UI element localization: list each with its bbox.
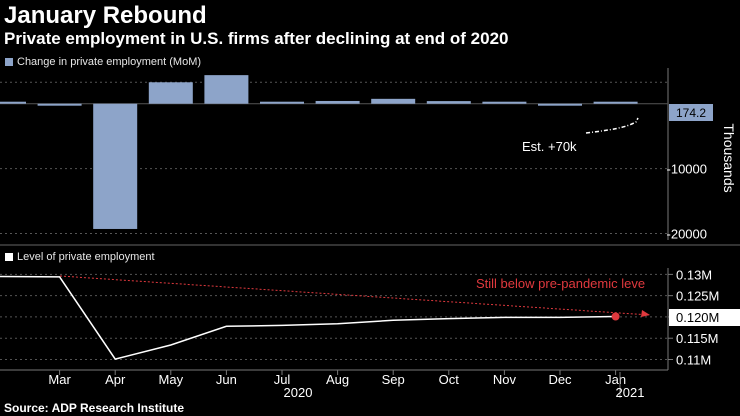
- chart-title: January Rebound: [4, 2, 207, 29]
- bar-sep: [371, 98, 416, 104]
- line-y-tick-label: 0.13M: [676, 267, 712, 282]
- x-tick-label-may: May: [159, 372, 184, 387]
- bar-y-ticks: -20000 -10000: [667, 162, 707, 242]
- bar-jul: [260, 101, 304, 104]
- line-y-ticks: 0.11M 0.115M 0.125M 0.13M: [668, 267, 719, 367]
- bar-legend-swatch: [5, 58, 13, 66]
- x-tick-label-nov: Nov: [493, 372, 517, 387]
- bar-series: [0, 75, 638, 229]
- bar-jan: [593, 101, 638, 104]
- bar-last-value-label: 174.2: [676, 106, 706, 120]
- x-axis-ticks: Mar Apr May Jun Jul Aug Sep Oct Nov Dec Jan: [48, 370, 626, 387]
- bar-jun: [204, 75, 249, 104]
- year-label-2020: 2020: [284, 385, 313, 400]
- bar-last-value-box: [669, 104, 713, 121]
- bar-legend: Change in private employment (MoM): [5, 56, 201, 68]
- x-tick-label-jan: Jan: [605, 372, 626, 387]
- bar-aug: [315, 100, 360, 104]
- x-tick-label-aug: Aug: [326, 372, 349, 387]
- x-tick-label-jul: Jul: [274, 372, 291, 387]
- x-tick-label-sep: Sep: [382, 372, 405, 387]
- x-tick-label-apr: Apr: [105, 372, 126, 387]
- bar-y-tick-label: -20000: [667, 227, 707, 242]
- x-tick-label-jun: Jun: [216, 372, 237, 387]
- bar-nov: [482, 101, 527, 104]
- bar-y-axis-title: Thousands: [721, 123, 737, 192]
- line-y-tick-label: 0.115M: [676, 331, 718, 346]
- bar-dec: [538, 103, 582, 106]
- bar-y-tick-label: -10000: [667, 162, 707, 177]
- line-endpoint-marker: [611, 312, 620, 321]
- chart-subtitle: Private employment in U.S. firms after d…: [4, 29, 509, 48]
- line-legend-label: Level of private employment: [17, 251, 155, 263]
- x-tick-label-dec: Dec: [548, 372, 572, 387]
- bar-feb: [0, 101, 26, 104]
- line-y-tick-label: 0.11M: [676, 352, 711, 367]
- line-last-value-label: 0.120M: [676, 310, 719, 325]
- x-tick-label-oct: Oct: [439, 372, 460, 387]
- line-annotation-arrow: [59, 275, 651, 316]
- bar-apr: [93, 103, 138, 229]
- x-tick-label-mar: Mar: [48, 372, 71, 387]
- bar-mar: [37, 103, 82, 106]
- bar-oct: [426, 101, 471, 104]
- year-label-2021: 2021: [616, 385, 645, 400]
- line-last-value-box: [669, 309, 740, 326]
- line-annotation-arrowhead: [641, 310, 650, 317]
- line-legend: Level of private employment: [5, 251, 155, 263]
- line-series: [0, 275, 616, 360]
- bar-legend-label: Change in private employment (MoM): [17, 56, 202, 68]
- line-y-tick-label: 0.125M: [676, 289, 719, 304]
- line-legend-swatch: [5, 253, 13, 261]
- source-note: Source: ADP Research Institute: [4, 401, 185, 415]
- line-annotation-text: Still below pre-pandemic leve: [476, 276, 645, 291]
- bar-annotation-arrow: [585, 117, 639, 134]
- bar-annotation-text: Est. +70k: [522, 139, 577, 154]
- bar-may: [148, 82, 193, 104]
